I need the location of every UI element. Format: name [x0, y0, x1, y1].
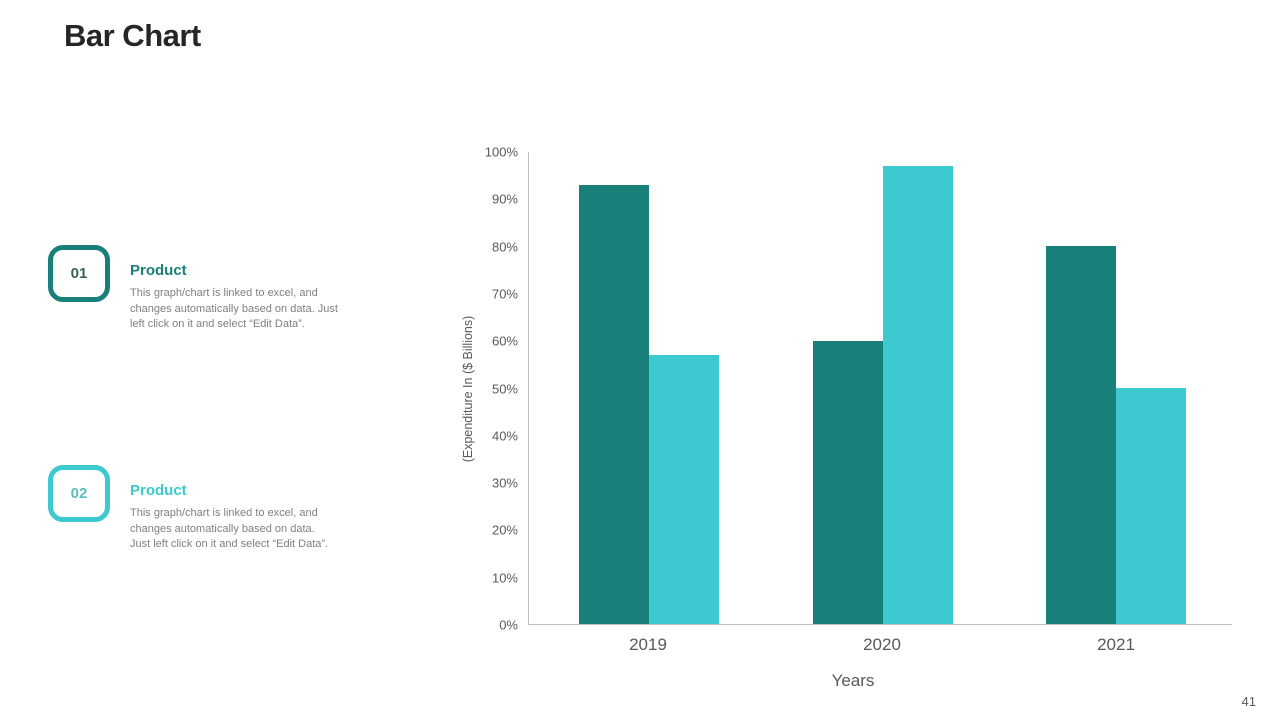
y-tick-label-30: 30% — [491, 475, 518, 491]
x-axis-tick-labels: 2019 2020 2021 — [528, 635, 1232, 655]
bar-group-2020 — [812, 152, 953, 624]
bar-product-01-2020 — [812, 340, 883, 624]
bar-group-2021 — [1046, 152, 1186, 624]
item-01-heading: Product — [130, 262, 187, 279]
item-02-badge: 02 — [48, 465, 110, 522]
item-02-description-line: This graph/chart is linked to excel, and — [130, 507, 318, 519]
item-02-description-line: Just left click on it and select “Edit D… — [130, 538, 329, 550]
bar-groups — [529, 152, 1232, 624]
item-01-number: 01 — [70, 265, 88, 282]
item-01-badge: 01 — [48, 245, 110, 302]
bar-product-02-2021 — [1116, 388, 1186, 624]
item-01-description-line: This graph/chart is linked to excel, and — [130, 287, 318, 299]
y-tick-label-80: 80% — [491, 239, 518, 255]
x-tick-label-2021: 2021 — [1097, 635, 1135, 654]
bar-product-01-2019 — [579, 185, 649, 624]
y-tick-label-100: 100% — [484, 144, 518, 160]
y-tick-label-40: 40% — [491, 428, 518, 444]
y-tick-label-50: 50% — [491, 381, 518, 396]
item-02-description-line: changes automatically based on data. — [130, 522, 315, 535]
y-tick-label-90: 90% — [491, 191, 518, 207]
page-number: 41 — [1241, 694, 1256, 709]
y-axis-tick-labels: 0% 10% 20% 30% 40% 50% 60% 70% 80% 90% 100% — [450, 145, 518, 633]
bar-product-02-2020 — [882, 166, 953, 624]
item-02-text: Product This graph/chart is linked to ex… — [130, 465, 328, 553]
y-tick-label-70: 70% — [491, 286, 518, 302]
bar-product-01-2021 — [1046, 246, 1116, 624]
y-tick-label-0: 0% — [499, 617, 518, 633]
bar-product-02-2019 — [649, 354, 719, 624]
x-tick-label-2019: 2019 — [629, 635, 667, 654]
chart-plot-area — [528, 152, 1232, 625]
product-item-01: 01 Product This graph/chart is linked to… — [48, 245, 338, 333]
item-01-description-line: changes automatically based on data. Jus… — [130, 302, 338, 315]
product-item-02: 02 Product This graph/chart is linked to… — [48, 465, 328, 553]
item-01-description-line: left click on it and select “Edit Data”. — [130, 318, 305, 330]
page-title: Bar Chart — [64, 18, 201, 53]
bar-group-2019 — [579, 152, 719, 624]
y-tick-label-10: 10% — [491, 570, 518, 586]
x-tick-label-2020: 2020 — [863, 635, 901, 654]
item-02-heading: Product — [130, 482, 187, 499]
item-02-number: 02 — [70, 485, 88, 502]
item-01-text: Product This graph/chart is linked to ex… — [130, 245, 338, 333]
y-tick-label-60: 60% — [491, 333, 518, 349]
y-tick-label-20: 20% — [491, 522, 518, 538]
x-axis-title: Years — [831, 671, 875, 690]
